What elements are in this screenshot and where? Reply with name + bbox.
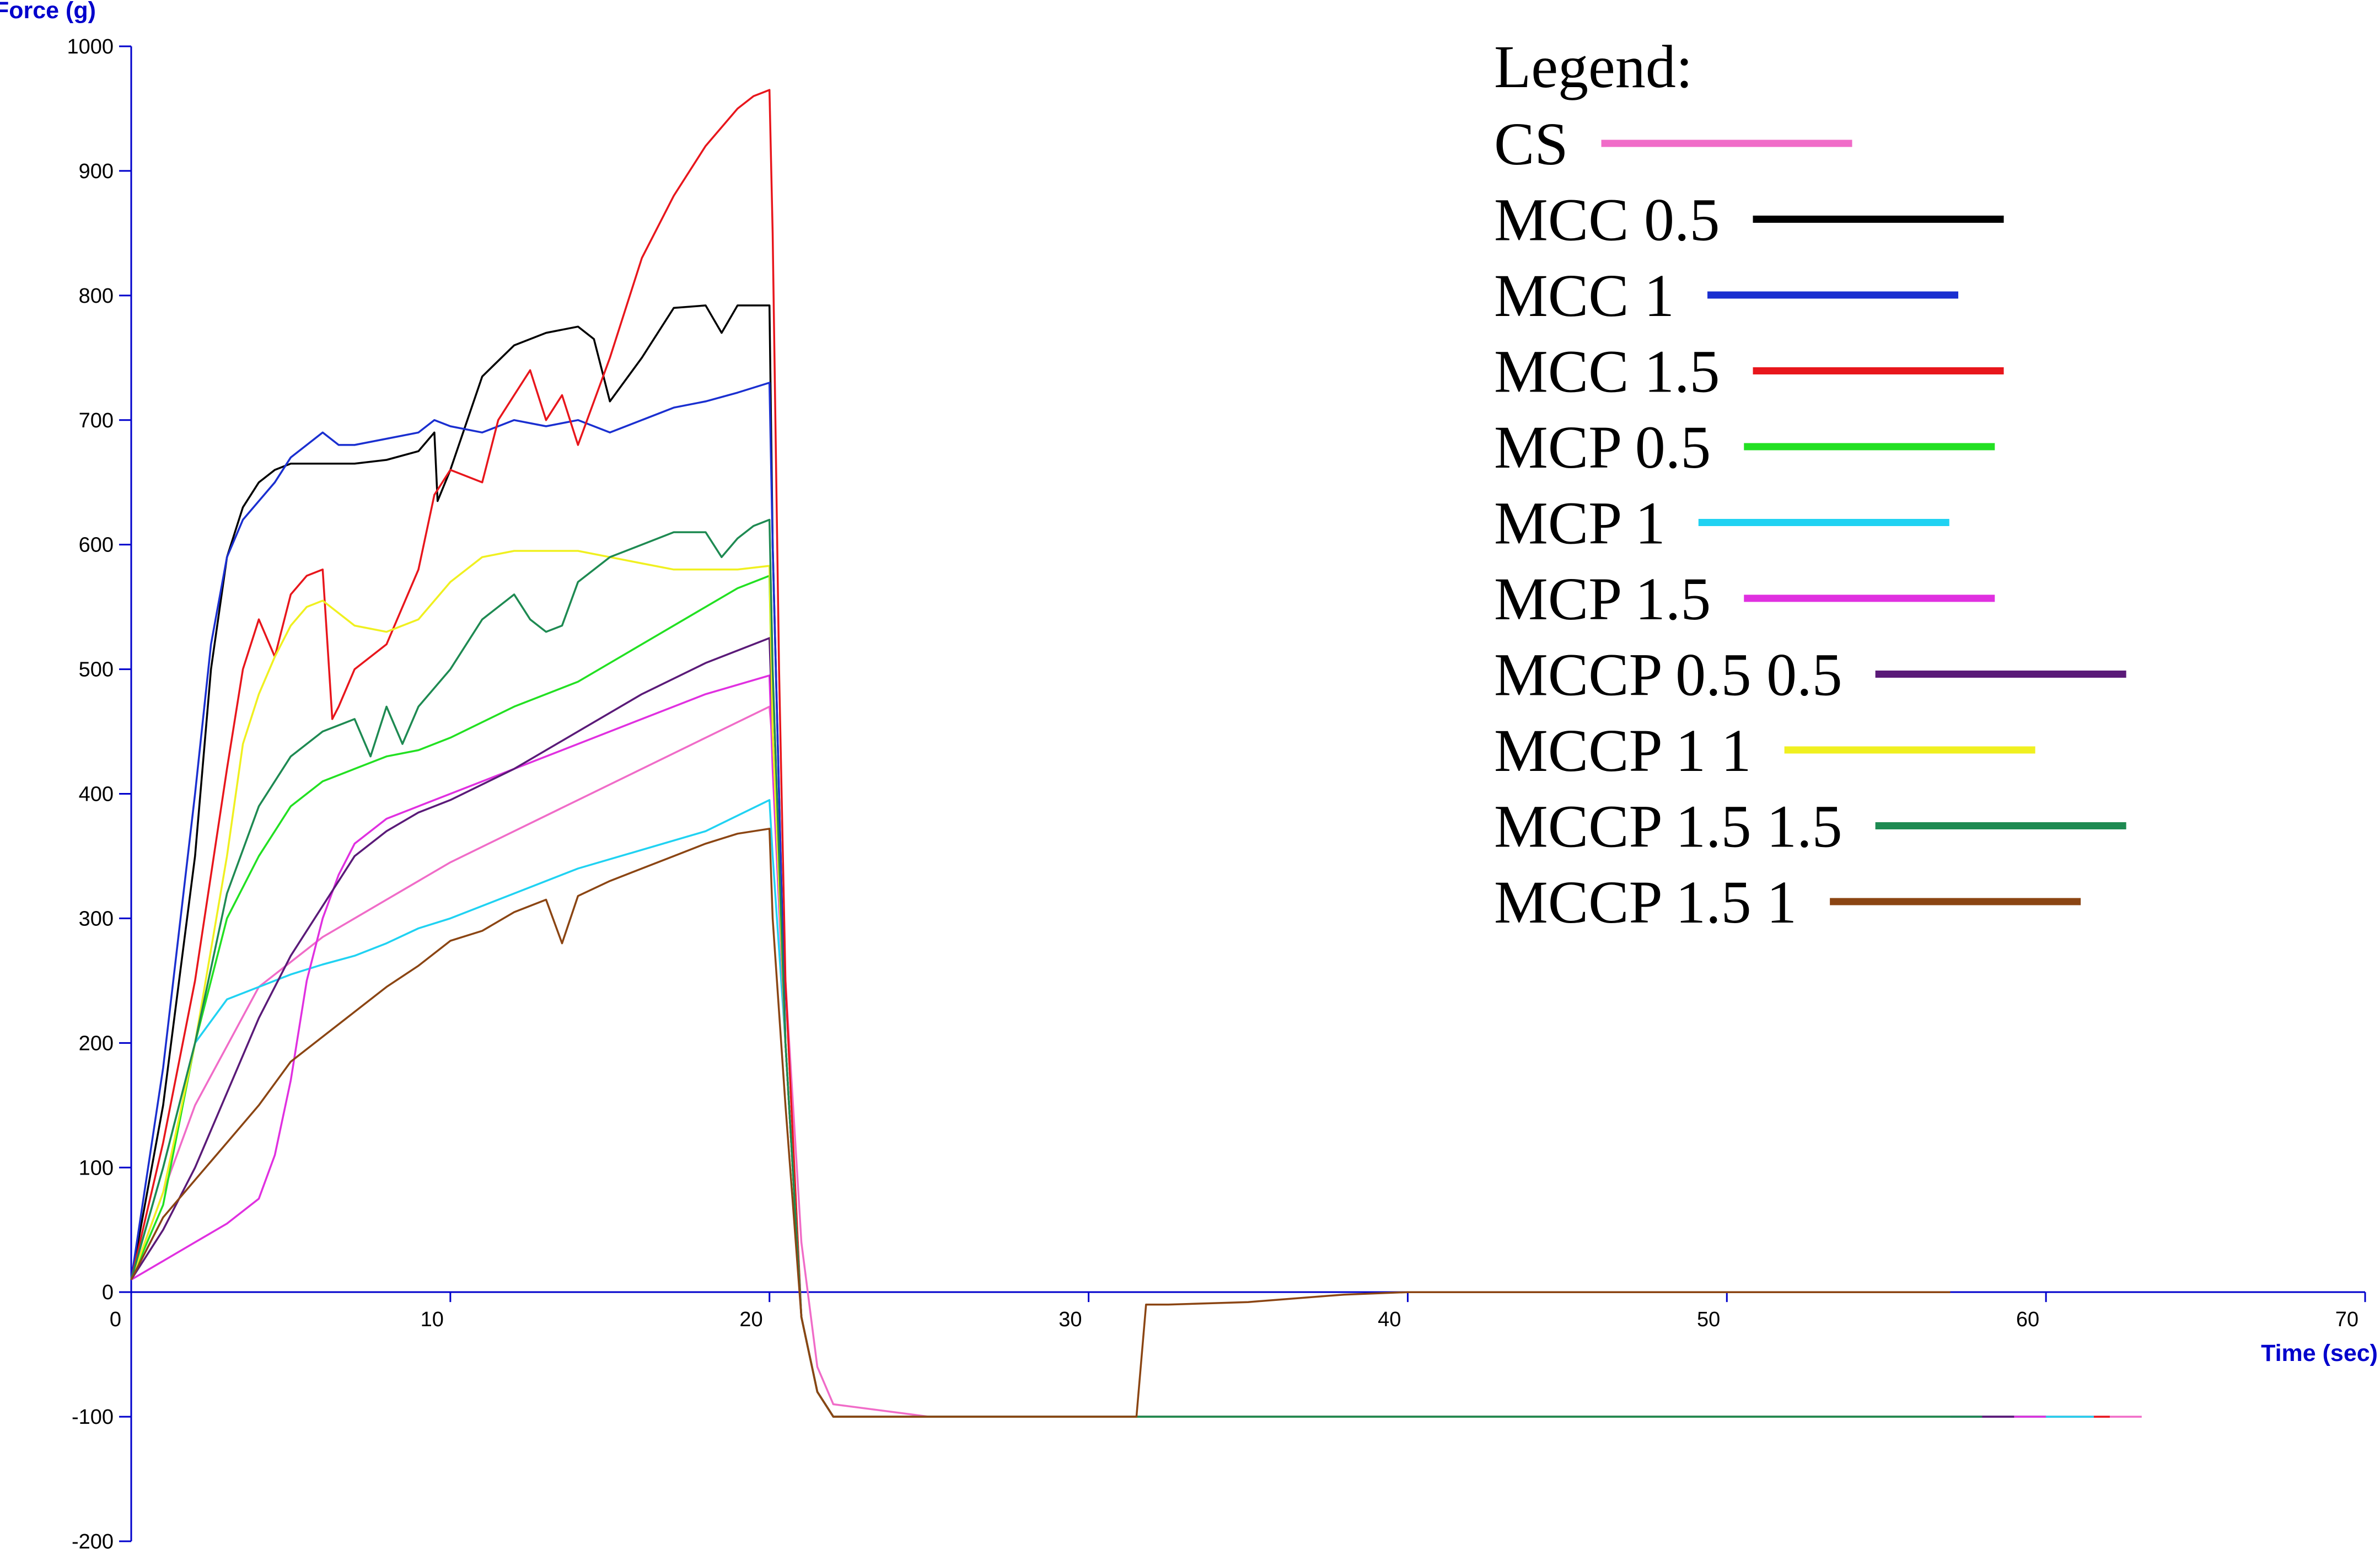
x-tick-label: 0 <box>110 1308 121 1331</box>
legend-label: MCCP 1 1 <box>1494 717 1752 784</box>
y-tick-label: 300 <box>79 907 114 930</box>
y-tick-label: 600 <box>79 534 114 557</box>
x-tick-label: 10 <box>421 1308 444 1331</box>
y-tick-label: 500 <box>79 658 114 682</box>
legend-label: MCCP 0.5 0.5 <box>1494 641 1842 709</box>
x-tick-label: 30 <box>1059 1308 1082 1331</box>
y-tick-label: 0 <box>102 1281 114 1304</box>
series-line-mccp-1-5-1-5 <box>130 518 1983 1418</box>
y-axis-title: Force (g) <box>0 0 96 24</box>
x-tick-label: 40 <box>1378 1308 1401 1331</box>
x-axis-ticks: 0 10 20 30 40 50 60 70 <box>110 1292 2366 1331</box>
y-tick-label: 1000 <box>67 35 114 58</box>
x-tick-label: 50 <box>1697 1308 1720 1331</box>
y-tick-label: 400 <box>79 783 114 806</box>
y-tick-label: 800 <box>79 285 114 308</box>
legend-label: MCC 1.5 <box>1494 338 1720 405</box>
legend-label: MCP 0.5 <box>1494 414 1711 481</box>
series-line-cs <box>130 705 2142 1418</box>
legend: Legend: CS MCC 0.5 MCC 1 MCC 1.5 MCP 0.5 MCP … <box>1494 33 2126 936</box>
y-tick-label: 700 <box>79 409 114 432</box>
series-line-mcc-0-5 <box>130 304 2014 1418</box>
legend-label: MCCP 1.5 1.5 <box>1494 793 1842 860</box>
x-tick-label: 60 <box>2016 1308 2039 1331</box>
legend-label: MCP 1 <box>1494 490 1666 557</box>
legend-label: CS <box>1494 110 1568 178</box>
series-lines <box>130 89 2142 1418</box>
legend-label: MCC 0.5 <box>1494 186 1720 254</box>
series-line-mccp-1-5-1 <box>130 828 1951 1418</box>
legend-label: MCC 1 <box>1494 262 1674 329</box>
x-tick-label: 20 <box>739 1308 762 1331</box>
x-axis-title: Time (sec) <box>2261 1340 2378 1366</box>
x-tick-label: 70 <box>2335 1308 2358 1331</box>
y-tick-label: 100 <box>79 1156 114 1180</box>
series-line-mcc-1-5 <box>130 89 2110 1418</box>
y-tick-label: 900 <box>79 160 114 183</box>
series-line-mcp-1-5 <box>131 674 2046 1418</box>
y-tick-label: -200 <box>72 1530 114 1549</box>
y-tick-label: 200 <box>79 1032 114 1055</box>
legend-label: MCP 1.5 <box>1494 565 1711 633</box>
y-tick-label: -100 <box>72 1406 114 1429</box>
legend-label: MCCP 1.5 1 <box>1494 869 1797 936</box>
legend-title: Legend: <box>1494 33 1693 100</box>
